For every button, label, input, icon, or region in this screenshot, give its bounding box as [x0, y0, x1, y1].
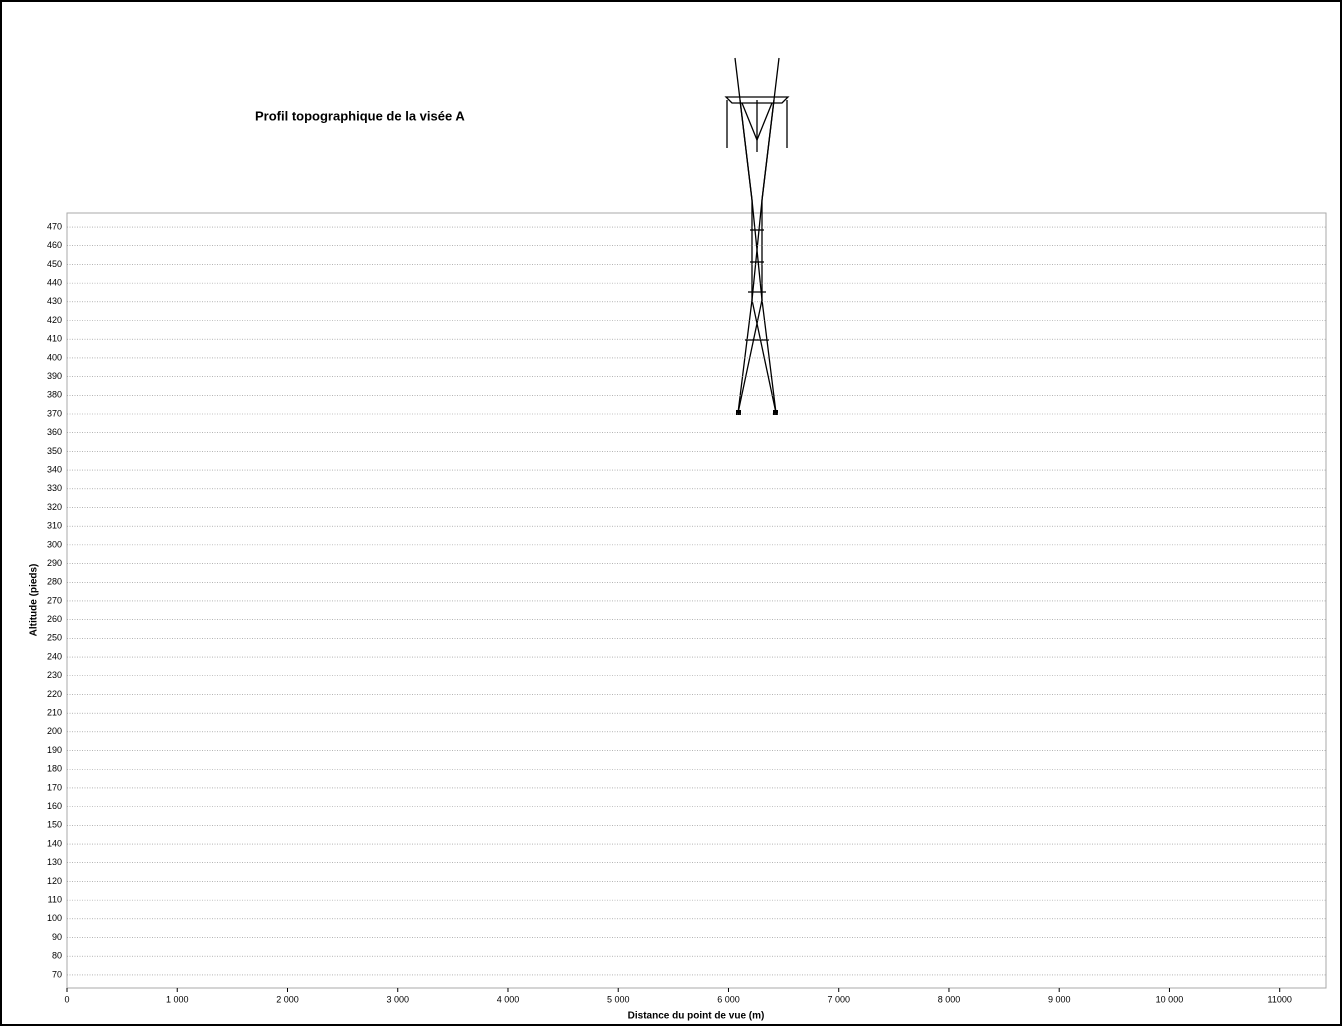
x-tick-label: 11000	[1268, 994, 1292, 1004]
y-tick-label: 250	[47, 633, 62, 643]
y-tick-label: 160	[47, 801, 62, 811]
x-tick-label: 6 000	[717, 994, 740, 1004]
y-tick-label: 440	[47, 277, 62, 287]
y-tick-label: 380	[47, 390, 62, 400]
y-tick-label: 230	[47, 670, 62, 680]
y-tick-label: 390	[47, 371, 62, 381]
y-tick-label: 140	[47, 838, 62, 848]
y-tick-label: 330	[47, 483, 62, 493]
y-tick-label: 80	[52, 951, 62, 961]
y-tick-label: 290	[47, 558, 62, 568]
y-tick-label: 430	[47, 296, 62, 306]
x-axis-label: Distance du point de vue (m)	[628, 1011, 765, 1022]
x-tick-label: 4 000	[497, 994, 520, 1004]
x-tick-label: 1 000	[166, 994, 189, 1004]
y-tick-label: 460	[47, 240, 62, 250]
y-tick-label: 170	[47, 782, 62, 792]
y-tick-label: 340	[47, 464, 62, 474]
y-tick-label: 450	[47, 259, 62, 269]
y-tick-label: 120	[47, 876, 62, 886]
y-tick-label: 150	[47, 820, 62, 830]
x-tick-label: 3 000	[386, 994, 409, 1004]
y-tick-label: 370	[47, 408, 62, 418]
y-tick-label: 270	[47, 595, 62, 605]
y-tick-label: 400	[47, 352, 62, 362]
y-tick-label: 320	[47, 502, 62, 512]
y-tick-label: 210	[47, 708, 62, 718]
y-axis-label: Altitude (pieds)	[29, 564, 40, 637]
y-tick-label: 360	[47, 427, 62, 437]
y-tick-label: 90	[52, 932, 62, 942]
y-tick-label: 280	[47, 577, 62, 587]
y-tick-label: 220	[47, 689, 62, 699]
plot-area	[66, 212, 1327, 989]
y-tick-label: 260	[47, 614, 62, 624]
y-tick-label: 110	[48, 894, 62, 904]
y-tick-label: 300	[47, 539, 62, 549]
y-tick-label: 180	[47, 764, 62, 774]
x-tick-label: 7 000	[827, 994, 850, 1004]
chart-title: Profil topographique de la visée A	[255, 108, 465, 123]
x-tick-label: 0	[64, 994, 69, 1004]
y-tick-label: 350	[47, 446, 62, 456]
x-tick-label: 2 000	[276, 994, 299, 1004]
pylon-icon	[724, 57, 790, 415]
y-tick-label: 470	[47, 221, 62, 231]
y-tick-label: 100	[47, 913, 62, 923]
y-tick-label: 240	[47, 651, 62, 661]
x-tick-label: 10 000	[1156, 994, 1184, 1004]
y-tick-label: 130	[47, 857, 62, 867]
y-tick-label: 410	[47, 334, 62, 344]
y-tick-label: 310	[47, 521, 62, 531]
x-tick-label: 8 000	[938, 994, 961, 1004]
x-tick-label: 5 000	[607, 994, 630, 1004]
y-tick-label: 200	[47, 726, 62, 736]
y-tick-label: 70	[52, 969, 62, 979]
x-tick-label: 9 000	[1048, 994, 1071, 1004]
y-tick-label: 420	[47, 315, 62, 325]
y-tick-label: 190	[47, 745, 62, 755]
